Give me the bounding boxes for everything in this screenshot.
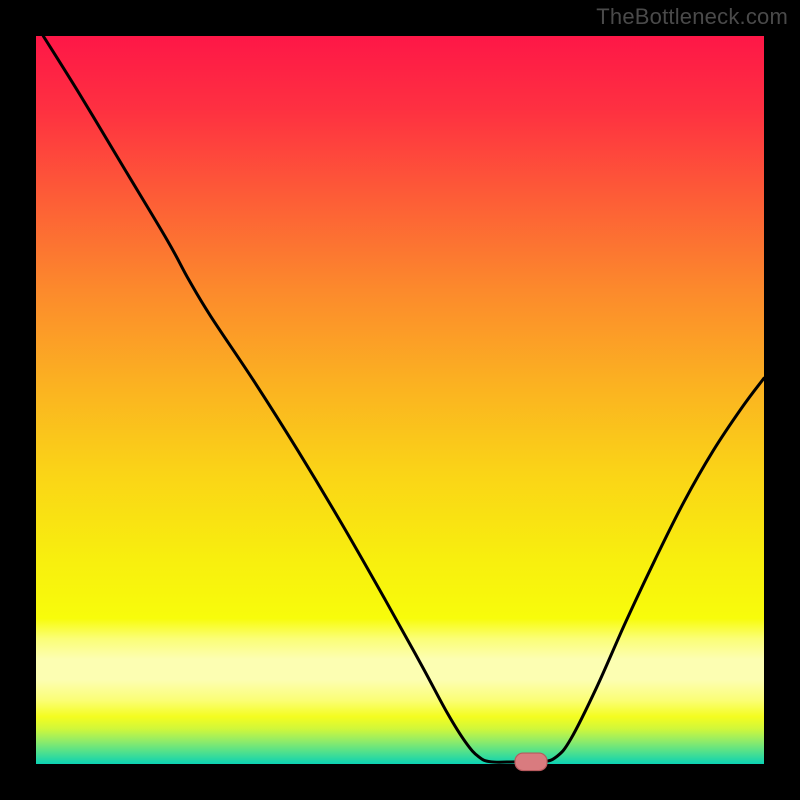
chart-container: TheBottleneck.com <box>0 0 800 800</box>
chart-svg <box>0 0 800 800</box>
optimal-marker <box>515 753 547 770</box>
gradient-background <box>36 36 764 764</box>
watermark-text: TheBottleneck.com <box>596 4 788 30</box>
